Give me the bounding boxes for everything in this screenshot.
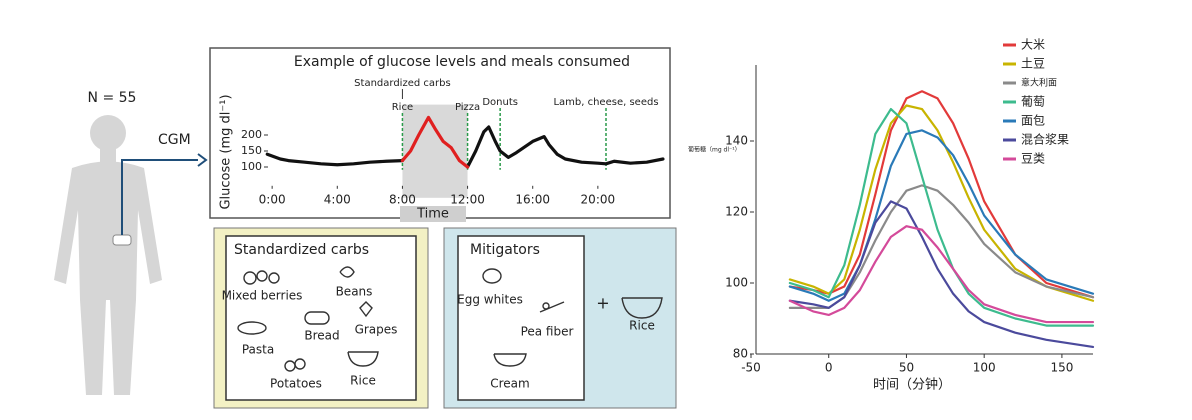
annotation: Rice — [392, 102, 413, 113]
box-title: Mitigators — [470, 242, 540, 258]
x-tick-label: 0:00 — [259, 193, 286, 207]
carbs-box — [225, 235, 417, 401]
body-silhouette — [54, 115, 162, 395]
y-tick-label: 100 — [241, 160, 262, 173]
food-item: Pea fiber — [521, 325, 574, 339]
data-line — [465, 125, 665, 169]
x-tick-label: 150 — [1050, 361, 1073, 375]
cgm-sensor — [112, 234, 132, 246]
cgm-arrow — [197, 153, 208, 167]
legend-label: 豆类 — [1021, 152, 1045, 166]
y-tick-label: 150 — [241, 144, 262, 157]
annotation: Standardized carbs — [354, 78, 451, 89]
y-tick-label: 140 — [725, 134, 748, 148]
data-line — [400, 115, 470, 169]
x-tick-label: 12:00 — [450, 193, 485, 207]
plus-sign: + — [596, 294, 609, 313]
food-item: Mixed berries — [222, 289, 303, 303]
data-line — [788, 129, 1095, 302]
y-tick-label: 100 — [725, 276, 748, 290]
y-axis-label: Glucose (mg dl⁻¹) — [219, 94, 234, 209]
food-item: Egg whites — [457, 293, 523, 307]
data-line — [788, 200, 1095, 348]
data-line — [788, 90, 1095, 299]
legend-label: 土豆 — [1021, 57, 1045, 71]
food-icons — [482, 268, 663, 367]
data-line — [265, 152, 405, 167]
x-tick-label: 4:00 — [324, 193, 351, 207]
annotation: Donuts — [482, 97, 518, 108]
food-icons — [237, 266, 379, 372]
annotation: Pizza — [455, 102, 480, 113]
y-tick-label: 200 — [241, 128, 262, 141]
x-tick-label: 20:00 — [581, 193, 616, 207]
mitigators-box — [457, 235, 585, 401]
box-title: Standardized carbs — [234, 242, 369, 258]
time-label-box — [400, 206, 466, 222]
legend-label: 混合浆果 — [1021, 132, 1069, 147]
data-line — [788, 225, 1095, 324]
food-item: Rice — [350, 374, 376, 388]
food-item: Cream — [490, 377, 529, 391]
x-tick-label: 100 — [973, 361, 996, 375]
y-tick-label: 120 — [725, 205, 748, 219]
x-tick-label: -50 — [741, 361, 761, 375]
data-line — [788, 107, 1095, 327]
y-tick-label: 80 — [733, 347, 748, 361]
food-item: Pasta — [242, 343, 274, 357]
food-item: Grapes — [355, 323, 398, 337]
y-axis-label: 葡萄糖（mg dl⁻¹） — [688, 146, 741, 154]
food-item: Potatoes — [270, 377, 322, 391]
chart-title: Example of glucose levels and meals cons… — [294, 54, 630, 70]
data-line — [788, 104, 1095, 302]
x-tick-label: 16:00 — [515, 193, 550, 207]
x-tick-label: 50 — [899, 361, 914, 375]
legend-label: 葡萄 — [1021, 95, 1045, 109]
cgm-connector — [121, 159, 198, 235]
food-item: Bread — [304, 329, 339, 343]
x-tick-label: 0 — [825, 361, 833, 375]
x-axis-label: 时间（分钟） — [873, 377, 951, 393]
food-item: Beans — [336, 285, 373, 299]
highlight-region — [402, 104, 468, 198]
n-label: N = 55 — [88, 90, 137, 106]
legend-label: 面包 — [1021, 114, 1045, 128]
food-item: Rice — [629, 319, 655, 333]
x-axis-label: Time — [416, 207, 449, 222]
annotation: Lamb, cheese, seeds — [553, 97, 658, 108]
legend-label: 大米 — [1021, 38, 1045, 52]
cgm-label: CGM — [158, 132, 191, 148]
legend-label: 意大利面 — [1021, 77, 1057, 89]
x-tick-label: 8:00 — [389, 193, 416, 207]
